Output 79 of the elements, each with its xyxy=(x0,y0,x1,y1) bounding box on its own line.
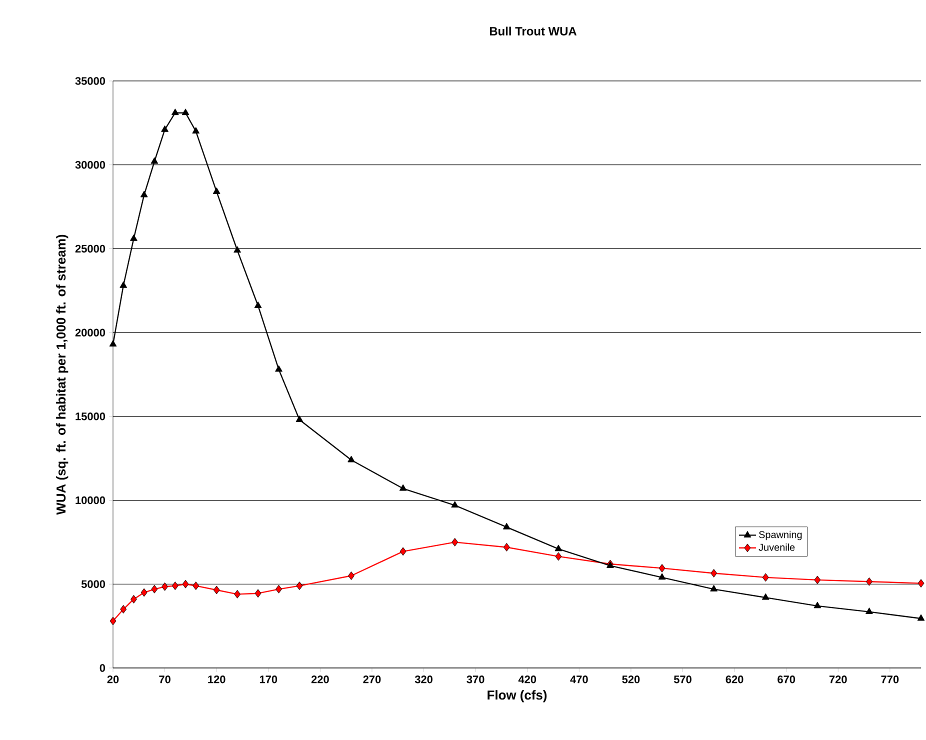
point xyxy=(710,568,718,578)
x-tick-label: 720 xyxy=(829,676,847,684)
y-axis-title: WUA (sq. ft. of habitat per 1,000 ft. of stream) xyxy=(56,234,68,515)
legend-label: Spawning xyxy=(759,530,802,540)
y-tick-label: 10000 xyxy=(76,496,106,504)
point xyxy=(172,582,178,590)
x-tick-label: 570 xyxy=(674,676,692,684)
point xyxy=(161,125,169,132)
point xyxy=(452,538,458,546)
point xyxy=(234,246,242,253)
point xyxy=(192,127,200,134)
point xyxy=(866,608,873,614)
point xyxy=(171,108,179,116)
x-tick-label: 20 xyxy=(107,676,119,684)
point xyxy=(275,365,282,372)
y-tick-label: 20000 xyxy=(75,328,106,336)
point xyxy=(866,577,872,586)
point xyxy=(814,576,821,584)
x-axis-title: Flow (cfs) xyxy=(488,690,547,702)
x-tick-label: 620 xyxy=(726,676,744,684)
legend-label: Juvenile xyxy=(758,544,795,551)
y-tick-label: 30000 xyxy=(75,160,106,169)
point xyxy=(182,108,190,116)
chart-title: Bull Trout WUA xyxy=(490,26,577,36)
point xyxy=(658,564,666,572)
point xyxy=(254,301,262,308)
point xyxy=(555,552,562,561)
point xyxy=(296,416,304,422)
y-tick-label: 35000 xyxy=(75,77,106,85)
y-tick-label: 15000 xyxy=(76,412,106,420)
y-tick-label: 25000 xyxy=(75,244,106,253)
point xyxy=(276,584,282,594)
point xyxy=(140,588,148,597)
point xyxy=(162,582,168,591)
point xyxy=(140,190,148,198)
point xyxy=(130,594,137,604)
point xyxy=(451,501,459,508)
point xyxy=(348,572,355,580)
point xyxy=(399,484,407,491)
point xyxy=(503,542,510,552)
x-tick-label: 320 xyxy=(414,676,432,684)
y-tick-label: 0 xyxy=(100,664,106,672)
x-tick-label: 70 xyxy=(159,676,170,684)
point xyxy=(348,456,355,462)
point xyxy=(234,590,241,598)
point xyxy=(400,547,406,556)
point xyxy=(762,573,769,582)
y-tick-label: 5000 xyxy=(81,580,106,588)
point xyxy=(120,605,127,614)
x-tick-label: 120 xyxy=(208,676,226,684)
point xyxy=(109,340,117,347)
point xyxy=(192,582,200,590)
point xyxy=(130,234,138,241)
point xyxy=(502,522,510,530)
x-tick-label: 420 xyxy=(518,676,536,684)
x-tick-label: 520 xyxy=(622,676,640,684)
point xyxy=(212,187,220,194)
x-tick-label: 220 xyxy=(311,676,329,684)
x-tick-label: 770 xyxy=(881,676,899,684)
point xyxy=(151,584,158,594)
point xyxy=(918,579,924,588)
point xyxy=(710,584,718,592)
point xyxy=(120,281,128,288)
x-tick-label: 270 xyxy=(363,676,381,684)
point xyxy=(554,544,562,552)
x-tick-label: 470 xyxy=(570,676,588,684)
x-tick-label: 370 xyxy=(466,676,484,684)
point xyxy=(110,616,116,626)
x-tick-label: 170 xyxy=(260,676,278,684)
point xyxy=(213,586,220,594)
point xyxy=(814,602,822,608)
point xyxy=(296,582,303,590)
point xyxy=(658,573,666,580)
point xyxy=(917,614,925,621)
point xyxy=(254,589,262,598)
point xyxy=(762,593,770,600)
point xyxy=(150,157,158,164)
x-tick-label: 670 xyxy=(778,676,796,684)
point xyxy=(182,580,189,588)
